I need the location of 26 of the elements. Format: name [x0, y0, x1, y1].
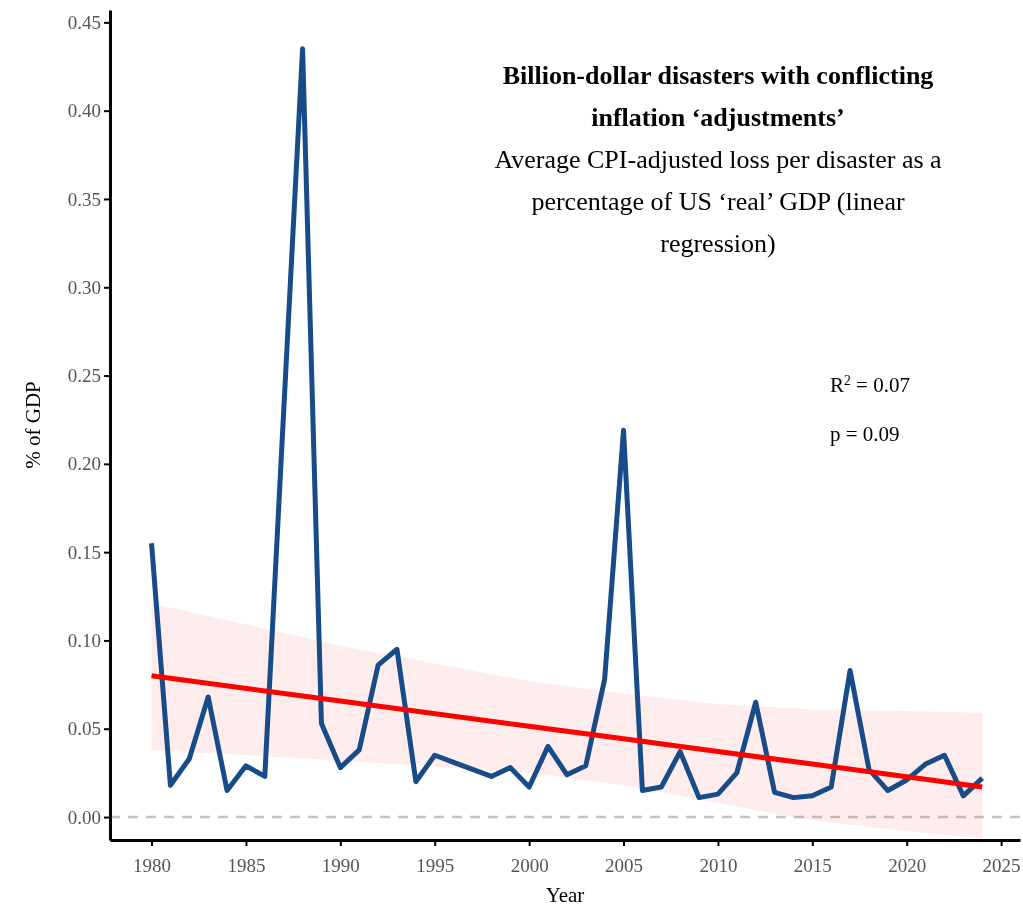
x-tick-label: 1995 — [416, 854, 455, 876]
text: Billion-dollar disasters with conflicting inflation ‘adjustments’ — [502, 61, 934, 132]
y-axis-title: % of GDP — [21, 381, 45, 469]
y-tick-label: 0.30 — [67, 276, 101, 298]
text: Average CPI-adjusted loss per disaster as a percentage of US ‘real’ GDP (linear regression) — [494, 145, 943, 258]
y-tick-label: 0.15 — [67, 541, 101, 563]
x-tick-label: 1985 — [227, 854, 266, 876]
y-tick-label: 0.20 — [67, 453, 101, 475]
y-tick-label: 0.10 — [67, 630, 101, 652]
y-tick-label: 0.35 — [67, 188, 101, 210]
x-tick-label: 2025 — [982, 854, 1021, 876]
x-tick-label: 1990 — [321, 854, 360, 876]
y-tick-label: 0.25 — [67, 365, 101, 387]
x-tick-label: 2020 — [888, 854, 927, 876]
annotation: p = 0.09 — [830, 422, 900, 446]
y-tick-label: 0.00 — [67, 806, 101, 828]
x-tick-label: 2010 — [699, 854, 738, 876]
x-tick-label: 2005 — [605, 854, 644, 876]
y-tick-label: 0.05 — [67, 718, 101, 740]
y-tick-label: 0.40 — [67, 100, 101, 122]
annotation: R$^{2}$ = 0.07 — [830, 372, 910, 397]
y-tick-label: 0.45 — [67, 11, 101, 33]
x-tick-label: 2000 — [510, 854, 549, 876]
x-axis-title: Year — [545, 883, 585, 907]
x-tick-label: 2015 — [793, 854, 832, 876]
x-tick-label: 1980 — [133, 854, 172, 876]
